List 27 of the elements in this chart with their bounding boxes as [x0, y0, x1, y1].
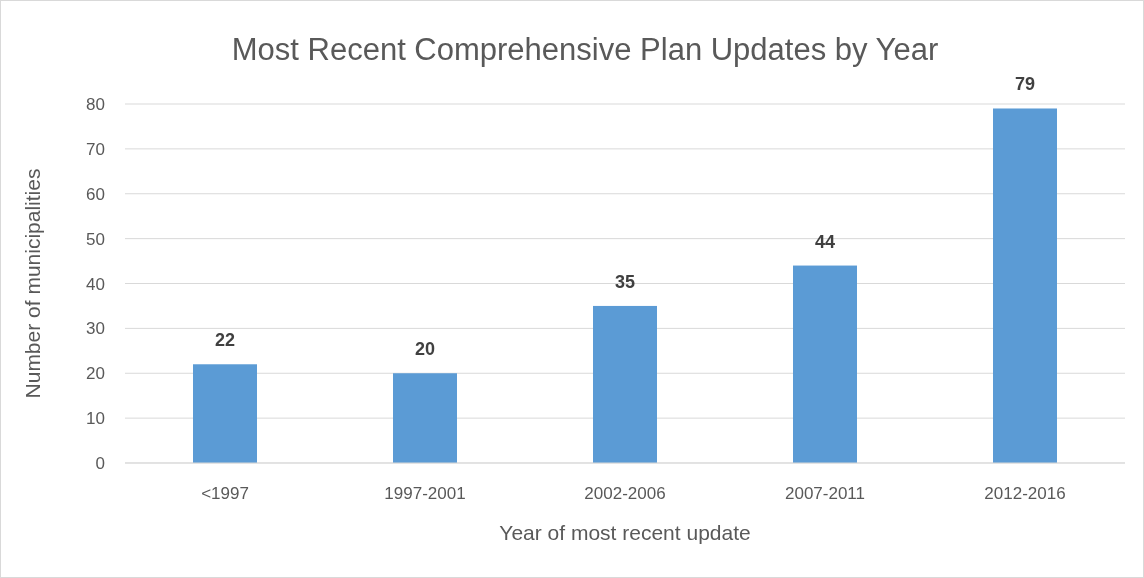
- y-tick-label: 60: [86, 184, 105, 204]
- y-tick-label: 80: [86, 95, 105, 114]
- y-tick-label: 40: [86, 274, 105, 294]
- x-tick-label: 2007-2011: [784, 484, 866, 503]
- bar: [393, 373, 457, 463]
- y-axis-title: Number of municipalities: [21, 168, 44, 399]
- data-label: 44: [814, 231, 836, 252]
- y-tick-label: 50: [86, 229, 105, 249]
- x-axis-title: Year of most recent update: [499, 521, 751, 544]
- y-tick-label: 30: [86, 319, 105, 339]
- bar: [593, 305, 657, 463]
- y-tick-label: 0: [95, 454, 105, 473]
- x-tick-label: 2002-2006: [584, 484, 666, 503]
- data-label: 35: [614, 271, 636, 292]
- y-tick-label: 70: [86, 139, 105, 159]
- data-label: 79: [1014, 74, 1036, 95]
- data-label: 20: [414, 339, 436, 360]
- x-tick-label: 2012-2016: [984, 484, 1066, 503]
- bar: [993, 108, 1057, 463]
- bar: [193, 364, 257, 463]
- bar: [793, 265, 857, 463]
- x-tick-label: <1997: [201, 484, 249, 503]
- x-tick-label: 1997-2001: [384, 484, 466, 503]
- y-tick-label: 20: [86, 364, 105, 384]
- data-label: 22: [214, 330, 236, 351]
- chart-title: Most Recent Comprehensive Plan Updates by Year: [231, 32, 939, 67]
- y-tick-label: 10: [86, 409, 105, 429]
